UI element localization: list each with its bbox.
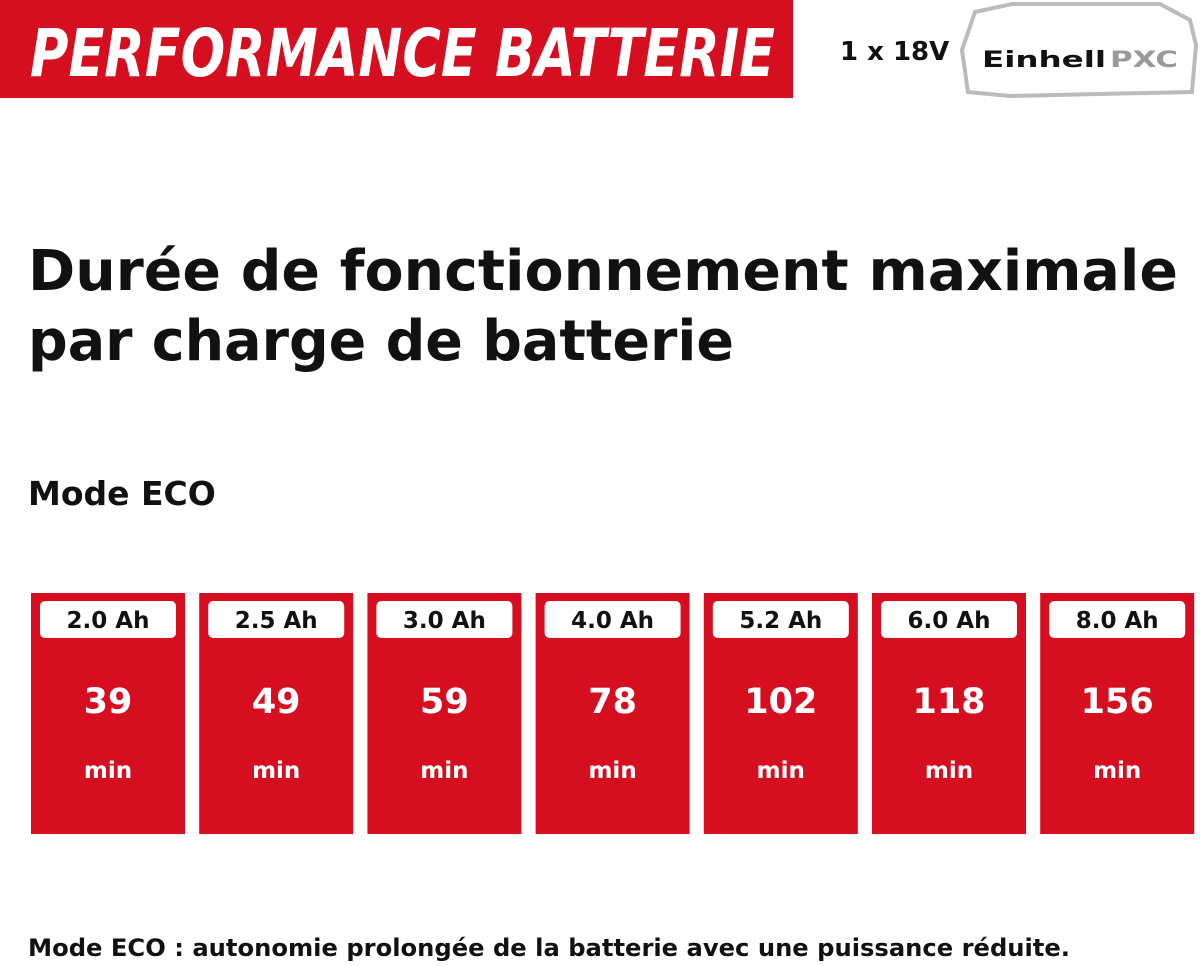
battery-outline [959,2,1199,99]
capacity-label: 6.0 Ah [908,608,991,634]
capacity-label: 2.0 Ah [67,608,150,634]
capacity-label: 8.0 Ah [1076,608,1159,634]
capacity-badge [40,601,176,638]
footnote: Mode ECO : autonomie prolongée de la bat… [28,934,1070,962]
capacity-label: 5.2 Ah [739,608,822,634]
runtime-unit: min [420,758,468,784]
capacity-badge [712,601,849,638]
capacity-badge [1049,601,1186,638]
runtime-value: 39 [84,682,133,722]
mode-label: Mode ECO [28,474,216,513]
banner-title: PERFORMANCE BATTERIE [30,15,775,92]
heading-line: par charge de batterie [28,309,734,374]
runtime-value: 156 [1081,682,1154,722]
runtime-unit: min [757,758,805,784]
capacity-label: 4.0 Ah [571,608,654,634]
capacity-badge [881,601,1017,638]
capacity-badge [208,601,345,638]
runtime-unit: min [84,758,132,784]
runtime-value: 118 [912,682,985,722]
logo-system: PXC [1110,48,1178,73]
runtime-unit: min [588,758,636,784]
runtime-value: 49 [252,682,301,722]
capacity-badge [544,601,681,638]
battery-count: 1 x 18V [840,37,949,67]
heading-line: Durée de fonctionnement maximale [28,239,1178,304]
capacity-label: 3.0 Ah [403,608,486,634]
logo-brand: Einhell [982,48,1106,73]
runtime-unit: min [252,758,300,784]
runtime-value: 59 [420,682,469,722]
banner [0,0,793,98]
runtime-value: 102 [744,682,817,722]
capacity-badge [376,601,513,638]
runtime-value: 78 [588,682,637,722]
capacity-label: 2.5 Ah [235,608,318,634]
runtime-unit: min [1093,758,1141,784]
runtime-unit: min [925,758,973,784]
